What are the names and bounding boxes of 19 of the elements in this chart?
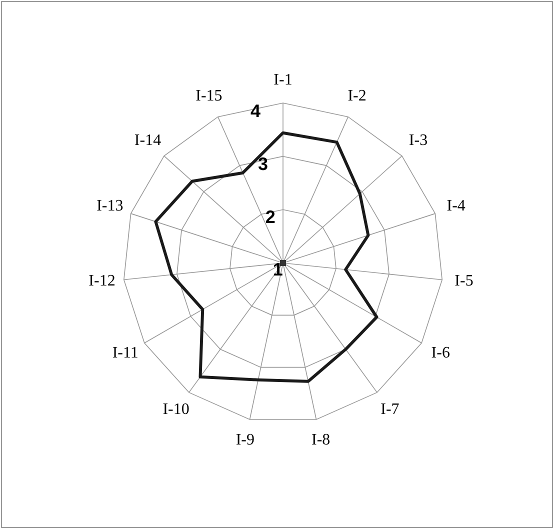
spoke-label: I-14 (134, 132, 162, 149)
spoke-label: I-7 (380, 400, 400, 418)
spoke-label: I-12 (88, 272, 116, 290)
y-tick-label: 4 (250, 101, 261, 122)
spoke-label: I-1 (274, 72, 292, 89)
spoke-label: I-2 (348, 87, 366, 104)
spoke-label: I-11 (112, 344, 138, 362)
y-tick-label: 3 (258, 154, 268, 174)
spoke-label: I-5 (454, 272, 474, 290)
spoke-label: I-13 (96, 197, 124, 214)
spoke-label: I-8 (312, 432, 330, 449)
spoke-label: I-10 (162, 400, 190, 418)
spoke-label: I-3 (408, 132, 428, 149)
y-tick-label: 1 (272, 260, 283, 280)
spoke-label: I-4 (446, 197, 466, 214)
spoke-label: I-6 (431, 344, 450, 362)
spoke-label: I-15 (196, 87, 222, 104)
spoke-label: I-9 (236, 432, 254, 449)
y-tick-label: 2 (265, 206, 276, 227)
